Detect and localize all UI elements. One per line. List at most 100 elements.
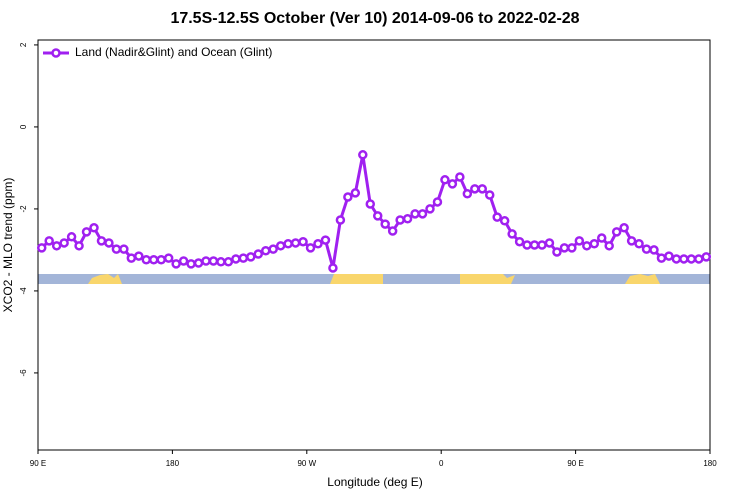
data-point — [447, 179, 458, 189]
data-point — [186, 259, 196, 269]
data-point — [313, 239, 323, 249]
data-point — [350, 188, 361, 198]
x-tick-label: 90 W — [297, 459, 316, 468]
data-point — [275, 241, 286, 251]
data-point — [111, 244, 122, 254]
x-tick-label: 90 E — [567, 459, 583, 468]
data-point — [582, 241, 592, 251]
data-point — [507, 229, 517, 239]
data-point — [253, 249, 264, 259]
chart-title: 17.5S-12.5S October (Ver 10) 2014-09-06 … — [170, 10, 579, 27]
data-point — [178, 256, 189, 266]
y-tick-label: 0 — [19, 124, 28, 129]
y-tick-label: -2 — [19, 205, 28, 213]
data-point — [51, 241, 62, 251]
data-point — [66, 232, 77, 242]
data-point — [634, 239, 644, 249]
data-point — [410, 209, 420, 219]
data-point — [365, 199, 376, 209]
data-point — [425, 204, 435, 214]
legend-label: Land (Nadir&Glint) and Ocean (Glint) — [75, 45, 272, 59]
data-point — [96, 236, 107, 246]
data-point — [552, 247, 562, 257]
data-point — [44, 236, 54, 246]
x-axis-label: Longitude (deg E) — [327, 475, 422, 489]
data-point — [283, 239, 293, 249]
data-point — [611, 227, 622, 237]
data-point — [268, 244, 278, 254]
x-tick-label: 0 — [439, 459, 444, 468]
data-point — [193, 258, 204, 268]
data-point — [589, 239, 600, 249]
data-point — [134, 251, 144, 261]
data-point — [208, 256, 219, 266]
data-point — [59, 238, 69, 248]
data-point — [216, 257, 226, 267]
data-point — [402, 214, 413, 224]
data-point — [141, 255, 152, 265]
data-point — [104, 238, 114, 248]
data-point — [201, 256, 211, 266]
data-point — [156, 255, 166, 265]
data-point — [81, 227, 92, 237]
data-point — [462, 189, 473, 199]
data-point — [686, 254, 697, 264]
data-point — [440, 175, 450, 185]
data-point — [163, 253, 174, 263]
x-tick-label: 90 E — [30, 459, 46, 468]
legend-marker — [51, 48, 61, 58]
data-point — [656, 253, 667, 263]
data-point — [664, 251, 674, 261]
data-point — [126, 253, 137, 263]
data-point — [544, 238, 555, 248]
data-point — [335, 215, 346, 225]
data-point — [604, 241, 614, 251]
data-point — [358, 150, 368, 160]
data-point — [328, 263, 338, 273]
data-point — [320, 235, 331, 245]
data-point — [619, 223, 629, 233]
data-point — [260, 245, 271, 256]
data-point — [89, 223, 99, 233]
data-point — [432, 197, 443, 207]
data-point — [148, 255, 159, 265]
data-point — [596, 233, 607, 243]
data-point — [290, 238, 301, 248]
y-tick-label: 2 — [19, 42, 28, 47]
data-point — [522, 240, 532, 250]
data-point — [343, 192, 353, 202]
series-line — [40, 154, 707, 269]
data-point — [119, 244, 129, 254]
data-point — [223, 257, 234, 267]
data-point — [499, 216, 510, 226]
data-point — [679, 254, 689, 264]
data-point — [514, 236, 525, 247]
data-point — [701, 252, 712, 262]
data-point — [626, 236, 637, 246]
data-point — [470, 184, 480, 194]
data-point — [567, 243, 577, 253]
data-point — [641, 244, 652, 254]
data-point — [372, 211, 383, 221]
data-point — [36, 243, 47, 253]
data-point — [171, 259, 181, 269]
data-point — [305, 243, 316, 253]
data-point — [231, 254, 241, 264]
y-tick-label: -4 — [19, 287, 28, 295]
x-tick-label: 180 — [166, 459, 180, 468]
data-point — [74, 241, 84, 251]
data-point — [246, 252, 256, 262]
data-point — [455, 172, 465, 182]
data-point — [417, 209, 428, 219]
data-point — [559, 243, 570, 253]
data-point — [298, 236, 308, 247]
data-point — [387, 226, 398, 236]
data-point — [492, 212, 502, 222]
surface-band — [38, 274, 710, 284]
data-point — [574, 236, 585, 246]
data-point — [529, 240, 540, 250]
y-tick-label: -6 — [19, 369, 28, 377]
data-point — [380, 219, 390, 229]
data-point — [238, 253, 249, 263]
